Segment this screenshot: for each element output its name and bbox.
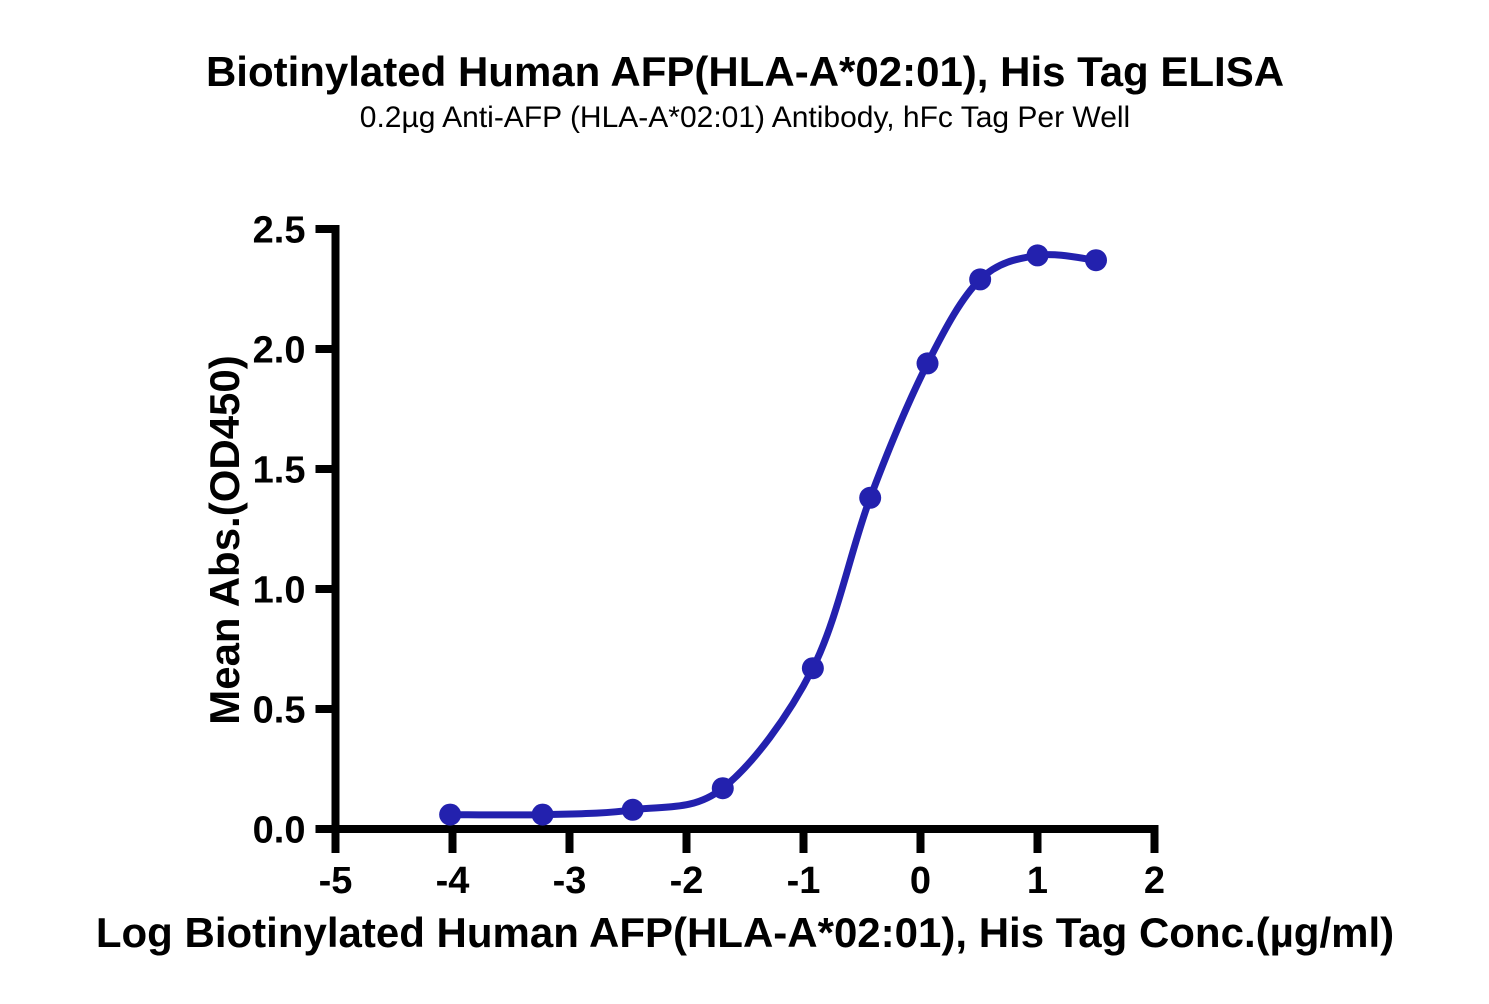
x-tick-label: -5 xyxy=(319,860,353,902)
data-point xyxy=(621,798,644,821)
chart-title: Biotinylated Human AFP(HLA-A*02:01), His… xyxy=(206,48,1284,95)
y-tick-label: 2.5 xyxy=(253,210,306,252)
data-point xyxy=(969,268,992,291)
data-point xyxy=(859,486,882,509)
y-tick-label: 2.0 xyxy=(253,330,306,372)
series-layer xyxy=(439,244,1107,826)
data-point xyxy=(1085,249,1107,272)
data-point xyxy=(531,803,554,826)
x-axis-label: Log Biotinylated Human AFP(HLA-A*02:01),… xyxy=(96,909,1394,956)
y-tick-label: 1.0 xyxy=(253,570,306,612)
y-axis-label: Mean Abs.(OD450) xyxy=(201,355,248,725)
chart-subtitle: 0.2µg Anti-AFP (HLA-A*02:01) Antibody, h… xyxy=(360,101,1130,134)
y-tick-label: 1.5 xyxy=(253,450,306,492)
axis-spine xyxy=(331,225,1159,833)
y-tick-label: 0.0 xyxy=(253,810,306,852)
data-point xyxy=(916,352,939,375)
data-point xyxy=(801,657,824,680)
y-tick-label: 0.5 xyxy=(253,690,306,732)
fit-curve xyxy=(446,251,1100,819)
data-point xyxy=(711,777,734,800)
x-tick-label: -4 xyxy=(436,860,470,902)
data-point xyxy=(1026,244,1049,267)
x-tick-label: 2 xyxy=(1144,860,1165,902)
x-tick-label: -2 xyxy=(670,860,704,902)
x-tick-label: -1 xyxy=(787,860,821,902)
data-point xyxy=(439,803,462,826)
axes-layer: 0.0 0.5 1.0 1.5 2.0 2.5 -5 -4 -3 -2 -1 0 1 2 xyxy=(253,210,1165,903)
x-tick-label: 1 xyxy=(1027,860,1048,902)
x-tick-label: 0 xyxy=(910,860,931,902)
x-tick-label: -3 xyxy=(553,860,587,902)
